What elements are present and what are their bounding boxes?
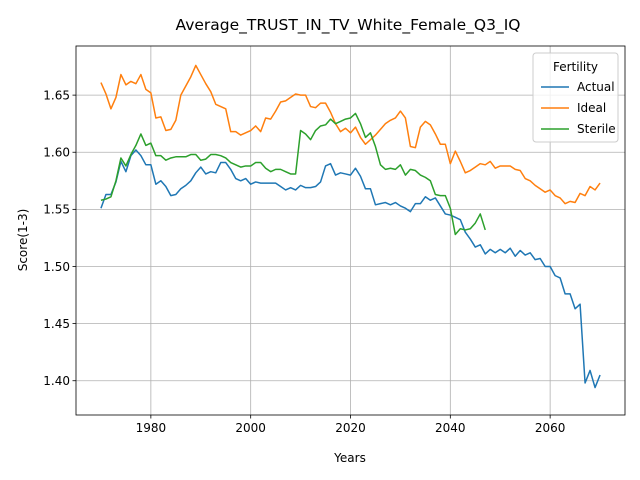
x-tick-label: 2000 — [235, 421, 266, 435]
legend-label-actual: Actual — [577, 80, 615, 94]
chart-title: Average_TRUST_IN_TV_White_Female_Q3_IQ — [176, 16, 521, 35]
x-tick-label: 2020 — [335, 421, 366, 435]
y-tick-label: 1.50 — [43, 260, 70, 274]
axis-ticks: 1980 2000 2020 2040 2060 1.40 1.45 1.50 1.55 1.60… — [43, 88, 565, 435]
series-line-ideal — [100, 64, 601, 205]
legend: Fertility Actual Ideal Sterile — [532, 52, 619, 143]
y-tick-label: 1.40 — [43, 374, 70, 388]
legend-box — [532, 52, 619, 143]
legend-title: Fertility — [553, 60, 598, 74]
y-tick-label: 1.60 — [43, 146, 70, 160]
x-axis-label: Years — [333, 451, 366, 465]
y-tick-label: 1.55 — [43, 203, 70, 217]
x-tick-label: 2060 — [535, 421, 566, 435]
legend-label-ideal: Ideal — [577, 101, 606, 115]
y-tick-label: 1.45 — [43, 317, 70, 331]
series-line-sterile — [100, 112, 486, 236]
y-tick-label: 1.65 — [43, 88, 70, 102]
x-tick-label: 2040 — [435, 421, 466, 435]
series-lines — [100, 64, 601, 389]
x-tick-label: 1980 — [136, 421, 167, 435]
series-line-actual — [100, 149, 601, 389]
y-axis-label: Score(1-3) — [16, 209, 30, 272]
legend-label-sterile: Sterile — [577, 122, 616, 136]
